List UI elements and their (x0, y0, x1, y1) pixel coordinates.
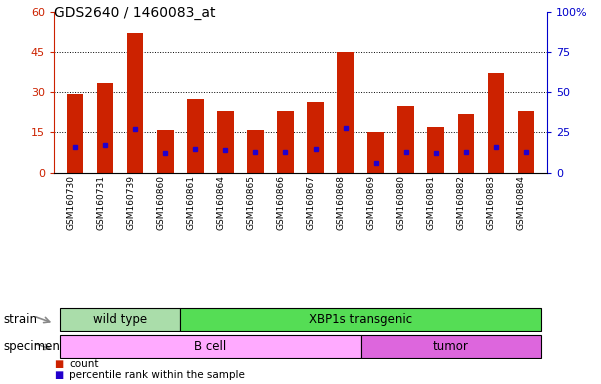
Text: GSM160868: GSM160868 (337, 175, 346, 230)
Text: GSM160866: GSM160866 (276, 175, 285, 230)
Bar (277, 111, 294, 173)
Bar (487, 73, 504, 173)
Bar (337, 52, 354, 173)
Bar (127, 33, 144, 173)
Bar (157, 130, 174, 173)
Text: strain: strain (3, 313, 37, 326)
Text: tumor: tumor (433, 340, 469, 353)
Bar (367, 132, 384, 173)
Bar (427, 127, 444, 173)
Text: GSM160869: GSM160869 (367, 175, 376, 230)
Bar (517, 111, 534, 173)
Text: GSM160867: GSM160867 (307, 175, 316, 230)
Text: GSM160883: GSM160883 (487, 175, 496, 230)
Text: GSM160730: GSM160730 (66, 175, 75, 230)
Bar (361, 335, 541, 358)
Text: B cell: B cell (194, 340, 227, 353)
Text: GSM160861: GSM160861 (186, 175, 195, 230)
Text: GSM160880: GSM160880 (397, 175, 406, 230)
Bar (397, 106, 414, 173)
Bar (457, 114, 474, 173)
Bar (67, 93, 84, 173)
Bar (217, 111, 234, 173)
Text: wild type: wild type (93, 313, 147, 326)
Bar (60, 335, 361, 358)
Text: GSM160881: GSM160881 (427, 175, 436, 230)
Text: GSM160860: GSM160860 (156, 175, 165, 230)
Text: GSM160882: GSM160882 (457, 175, 466, 230)
Text: ■: ■ (54, 359, 63, 369)
Bar (180, 308, 541, 331)
Text: ■: ■ (54, 370, 63, 380)
Text: count: count (69, 359, 99, 369)
Bar (97, 83, 114, 173)
Bar (307, 101, 324, 173)
Text: percentile rank within the sample: percentile rank within the sample (69, 370, 245, 380)
Text: GDS2640 / 1460083_at: GDS2640 / 1460083_at (54, 6, 216, 20)
Bar (60, 308, 180, 331)
Text: GSM160865: GSM160865 (246, 175, 255, 230)
Text: GSM160739: GSM160739 (126, 175, 135, 230)
Text: GSM160864: GSM160864 (216, 175, 225, 230)
Text: GSM160731: GSM160731 (96, 175, 105, 230)
Text: XBP1s transgenic: XBP1s transgenic (309, 313, 412, 326)
Bar (247, 130, 264, 173)
Bar (187, 99, 204, 173)
Text: GSM160884: GSM160884 (517, 175, 526, 230)
Text: specimen: specimen (3, 340, 60, 353)
